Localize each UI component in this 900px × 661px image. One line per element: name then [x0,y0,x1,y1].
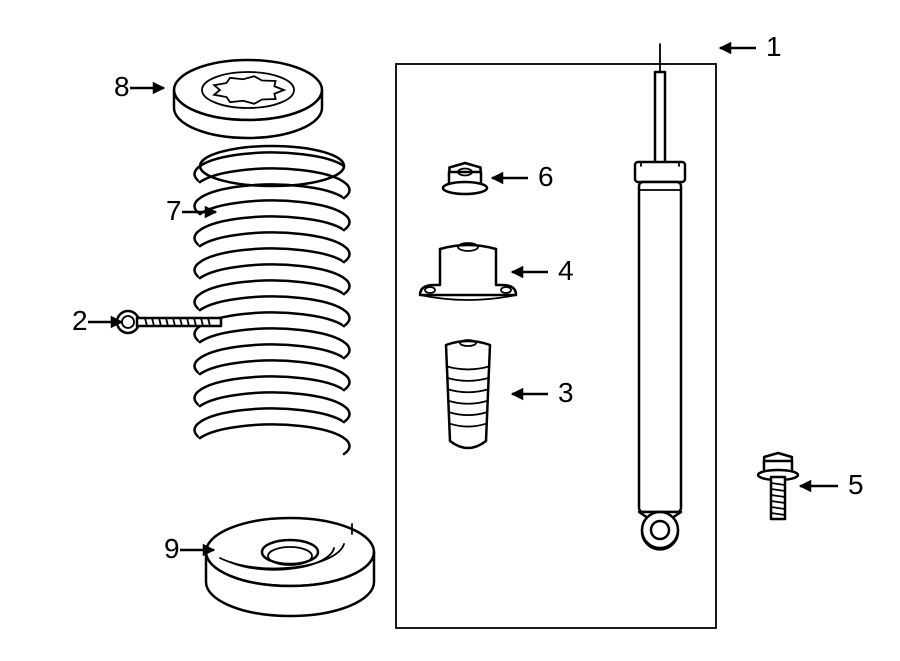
callout-3: 3 [512,377,574,408]
callout-2: 2 [72,305,122,336]
callout-8: 8 [114,71,164,102]
callout-label-3: 3 [558,377,574,408]
upper-nut [443,163,487,194]
callout-label-5: 5 [848,469,864,500]
upper-spring-seat [174,60,322,138]
shock-absorber [635,44,685,549]
callout-6: 6 [492,161,554,192]
callout-label-2: 2 [72,305,88,336]
upper-mount [420,243,516,300]
callout-label-9: 9 [164,533,180,564]
coil-spring [194,146,349,454]
callout-label-7: 7 [166,195,182,226]
mounting-bolt [117,311,221,333]
callout-label-4: 4 [558,255,574,286]
lower-spring-seat [206,518,374,616]
callout-4: 4 [512,255,574,286]
callout-label-1: 1 [766,31,782,62]
callout-label-6: 6 [538,161,554,192]
lower-bolt [758,453,798,519]
callout-label-8: 8 [114,71,130,102]
bump-stop [446,340,490,448]
callout-5: 5 [800,469,864,500]
callout-1: 1 [720,31,782,62]
